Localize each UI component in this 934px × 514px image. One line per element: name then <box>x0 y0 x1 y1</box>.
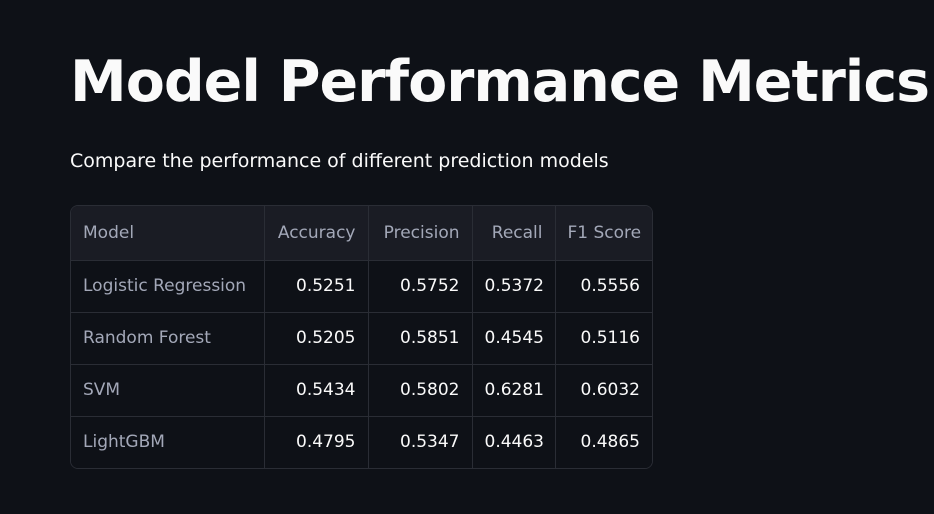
table-row: Logistic Regression 0.5251 0.5752 0.5372… <box>71 260 652 313</box>
table-cell[interactable]: 0.5802 <box>368 364 473 417</box>
table-row: Random Forest 0.5205 0.5851 0.4545 0.511… <box>71 312 652 365</box>
table-cell[interactable]: 0.5205 <box>264 312 369 365</box>
table-cell[interactable]: 0.5372 <box>472 260 556 313</box>
table-cell[interactable]: 0.5347 <box>368 416 473 468</box>
metrics-table[interactable]: Model Accuracy Precision Recall F1 Score… <box>70 205 653 469</box>
table-cell[interactable]: 0.5434 <box>264 364 369 417</box>
page-title: Model Performance Metrics <box>70 49 930 115</box>
column-header-accuracy[interactable]: Accuracy <box>264 206 369 261</box>
table-cell[interactable]: 0.5116 <box>555 312 652 365</box>
column-header-precision[interactable]: Precision <box>368 206 473 261</box>
column-header-model[interactable]: Model <box>71 206 265 261</box>
table-cell[interactable]: 0.5251 <box>264 260 369 313</box>
table-cell[interactable]: 0.6032 <box>555 364 652 417</box>
table-cell[interactable]: 0.4795 <box>264 416 369 468</box>
table-cell[interactable]: Logistic Regression <box>71 260 265 313</box>
table-cell[interactable]: SVM <box>71 364 265 417</box>
table-cell[interactable]: 0.5556 <box>555 260 652 313</box>
table-cell[interactable]: 0.4865 <box>555 416 652 468</box>
table-cell[interactable]: 0.5752 <box>368 260 473 313</box>
table-cell[interactable]: Random Forest <box>71 312 265 365</box>
table-row: LightGBM 0.4795 0.5347 0.4463 0.4865 <box>71 416 652 468</box>
table-header-row: Model Accuracy Precision Recall F1 Score <box>71 206 652 261</box>
column-header-f1-score[interactable]: F1 Score <box>555 206 652 261</box>
table-cell[interactable]: 0.4463 <box>472 416 556 468</box>
table-cell[interactable]: 0.4545 <box>472 312 556 365</box>
table-cell[interactable]: 0.6281 <box>472 364 556 417</box>
page-subtitle: Compare the performance of different pre… <box>70 150 609 172</box>
table-cell[interactable]: 0.5851 <box>368 312 473 365</box>
table-row: SVM 0.5434 0.5802 0.6281 0.6032 <box>71 364 652 417</box>
table-cell[interactable]: LightGBM <box>71 416 265 468</box>
column-header-recall[interactable]: Recall <box>472 206 556 261</box>
